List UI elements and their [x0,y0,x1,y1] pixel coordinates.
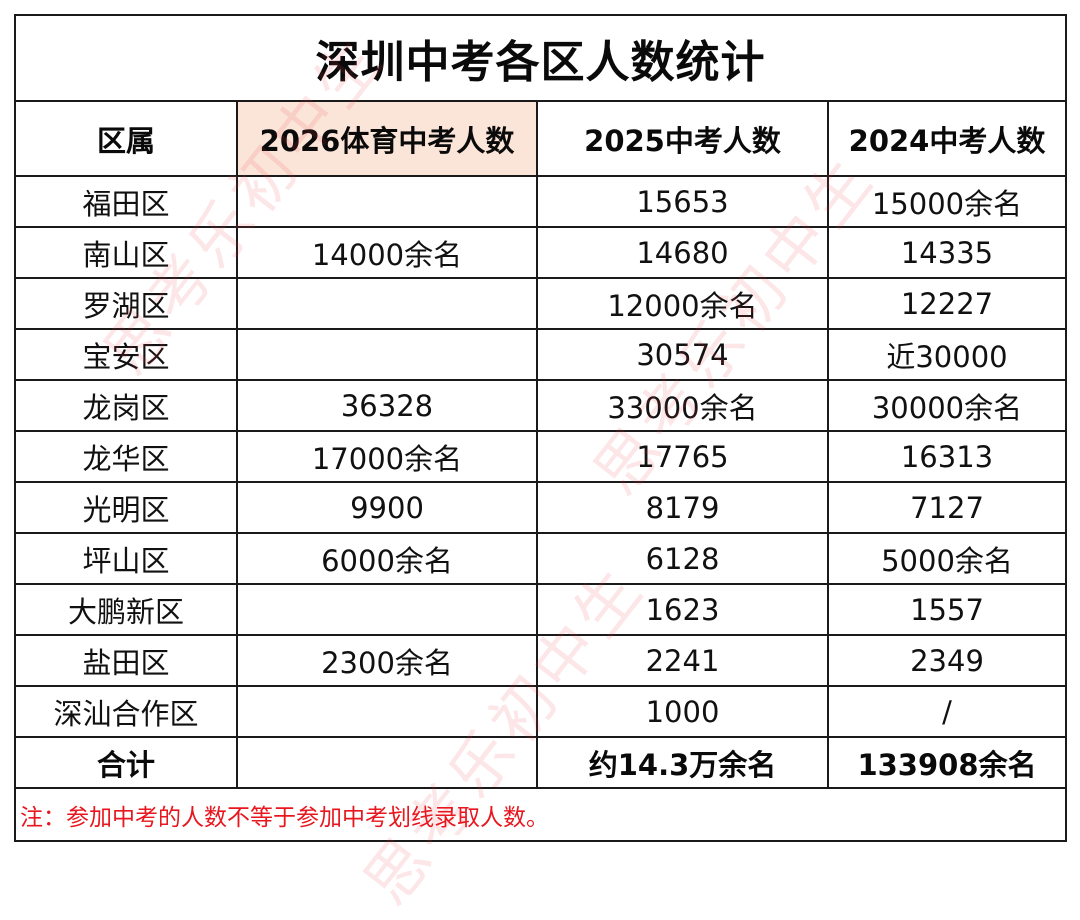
district-stats-table: 深圳中考各区人数统计 区属 2026体育中考人数 2025中考人数 2024中考… [14,14,1067,842]
district-name: 龙岗区 [14,379,238,432]
title-row: 深圳中考各区人数统计 [14,14,1067,102]
cell-2026-pe [236,583,538,636]
total-2025: 约14.3万余名 [536,736,829,789]
cell-2024: 15000余名 [827,175,1067,228]
cell-2024: 5000余名 [827,532,1067,585]
cell-2025: 17765 [536,430,829,483]
column-header-2024: 2024中考人数 [827,100,1067,177]
cell-2026-pe: 14000余名 [236,226,538,279]
column-header-2025: 2025中考人数 [536,100,829,177]
cell-2025: 6128 [536,532,829,585]
district-name: 盐田区 [14,634,238,687]
table-row: 福田区 15653 15000余名 [14,175,1067,228]
column-header-district: 区属 [14,100,238,177]
total-label: 合计 [14,736,238,789]
district-name: 南山区 [14,226,238,279]
district-name: 光明区 [14,481,238,534]
table-row: 龙华区 17000余名 17765 16313 [14,430,1067,483]
cell-2024: 7127 [827,481,1067,534]
cell-2024: 近30000 [827,328,1067,381]
cell-2024: 12227 [827,277,1067,330]
cell-2025: 1000 [536,685,829,738]
table-title: 深圳中考各区人数统计 [14,14,1067,102]
table-row: 光明区 9900 8179 7127 [14,481,1067,534]
district-name: 深汕合作区 [14,685,238,738]
cell-2026-pe: 17000余名 [236,430,538,483]
cell-2024: 30000余名 [827,379,1067,432]
cell-2025: 2241 [536,634,829,687]
cell-2025: 33000余名 [536,379,829,432]
cell-2025: 30574 [536,328,829,381]
header-row: 区属 2026体育中考人数 2025中考人数 2024中考人数 [14,100,1067,177]
cell-2026-pe: 6000余名 [236,532,538,585]
cell-2024: / [827,685,1067,738]
table-row: 宝安区 30574 近30000 [14,328,1067,381]
note-row: 注：参加中考的人数不等于参加中考划线录取人数。 [14,787,1067,842]
cell-2026-pe: 36328 [236,379,538,432]
district-name: 罗湖区 [14,277,238,330]
cell-2026-pe [236,685,538,738]
table-row: 罗湖区 12000余名 12227 [14,277,1067,330]
table-row: 深汕合作区 1000 / [14,685,1067,738]
cell-2026-pe [236,328,538,381]
stats-sheet: 深圳中考各区人数统计 区属 2026体育中考人数 2025中考人数 2024中考… [14,14,1067,867]
cell-2025: 15653 [536,175,829,228]
cell-2024: 2349 [827,634,1067,687]
total-row: 合计 约14.3万余名 133908余名 [14,736,1067,789]
table-row: 盐田区 2300余名 2241 2349 [14,634,1067,687]
cell-2025: 12000余名 [536,277,829,330]
table-row: 龙岗区 36328 33000余名 30000余名 [14,379,1067,432]
cell-2024: 1557 [827,583,1067,636]
cell-2026-pe [236,277,538,330]
district-name: 龙华区 [14,430,238,483]
table-row: 坪山区 6000余名 6128 5000余名 [14,532,1067,585]
district-name: 宝安区 [14,328,238,381]
cell-2024: 16313 [827,430,1067,483]
cell-2024: 14335 [827,226,1067,279]
total-2024: 133908余名 [827,736,1067,789]
total-2026-pe [236,736,538,789]
table-row: 南山区 14000余名 14680 14335 [14,226,1067,279]
cell-2026-pe: 2300余名 [236,634,538,687]
cell-2026-pe [236,175,538,228]
district-name: 坪山区 [14,532,238,585]
footnote: 注：参加中考的人数不等于参加中考划线录取人数。 [14,787,1067,842]
cell-2025: 14680 [536,226,829,279]
table-row: 大鹏新区 1623 1557 [14,583,1067,636]
cell-2025: 1623 [536,583,829,636]
district-name: 大鹏新区 [14,583,238,636]
cell-2025: 8179 [536,481,829,534]
column-header-2026-pe: 2026体育中考人数 [236,100,538,177]
cell-2026-pe: 9900 [236,481,538,534]
district-name: 福田区 [14,175,238,228]
